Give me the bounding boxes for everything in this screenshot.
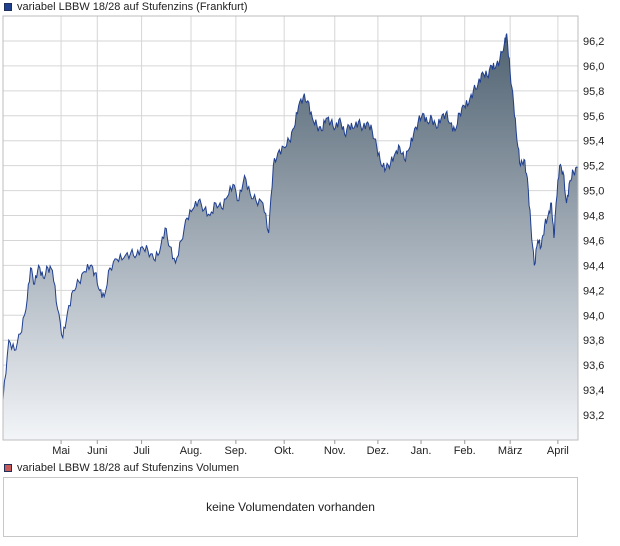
y-tick-label: 93,8 [583, 335, 604, 347]
y-tick-label: 93,6 [583, 360, 604, 372]
price-legend-swatch [4, 3, 12, 11]
x-tick-label: April [547, 445, 569, 457]
x-tick-label: Dez. [367, 445, 390, 457]
price-legend-label: variabel LBBW 18/28 auf Stufenzins (Fran… [17, 1, 248, 13]
y-tick-label: 95,8 [583, 86, 604, 98]
y-tick-label: 94,0 [583, 310, 604, 322]
x-tick-label: Mai [52, 445, 70, 457]
y-tick-label: 95,6 [583, 111, 604, 123]
x-tick-label: Jan. [411, 445, 432, 457]
y-tick-label: 94,2 [583, 285, 604, 297]
y-tick-label: 94,6 [583, 235, 604, 247]
x-tick-label: Feb. [454, 445, 476, 457]
volume-legend-label: variabel LBBW 18/28 auf Stufenzins Volum… [17, 462, 239, 474]
volume-panel: keine Volumendaten vorhanden [3, 477, 578, 537]
y-tick-label: 93,4 [583, 385, 604, 397]
y-tick-label: 94,4 [583, 260, 604, 272]
price-line [2, 33, 579, 401]
y-tick-label: 96,0 [583, 61, 604, 73]
plot-frame [2, 15, 579, 441]
volume-legend: variabel LBBW 18/28 auf Stufenzins Volum… [4, 461, 239, 475]
y-axis: 93,2 93,4 93,6 93,8 94,0 94,2 94,4 94,6 94,8 95,0… [583, 36, 604, 422]
price-area-fill [3, 33, 578, 440]
x-tick-label: Juni [87, 445, 107, 457]
price-area [2, 33, 579, 440]
y-tick-label: 95,0 [583, 186, 604, 198]
y-tick-label: 96,2 [583, 36, 604, 48]
x-tick-label: März [498, 445, 522, 457]
plot-border [2, 15, 579, 441]
x-tick-label: Juli [133, 445, 150, 457]
x-tick-label: Sep. [225, 445, 248, 457]
y-tick-label: 93,2 [583, 410, 604, 422]
y-tick-label: 95,4 [583, 136, 604, 148]
x-tick-label: Okt. [274, 445, 294, 457]
x-tick-label: Nov. [324, 445, 346, 457]
x-axis: Mai Juni Juli Aug. Sep. Okt. Nov. Dez. Jan. Feb. M… [52, 440, 569, 457]
y-tick-label: 95,2 [583, 161, 604, 173]
price-chart: 93,2 93,4 93,6 93,8 94,0 94,2 94,4 94,6 94,8 95,0… [2, 15, 604, 457]
price-legend: variabel LBBW 18/28 auf Stufenzins (Fran… [4, 0, 248, 14]
volume-legend-swatch [4, 464, 12, 472]
no-volume-message: keine Volumendaten vorhanden [206, 500, 375, 514]
y-tick-label: 94,8 [583, 211, 604, 223]
x-tick-label: Aug. [180, 445, 203, 457]
